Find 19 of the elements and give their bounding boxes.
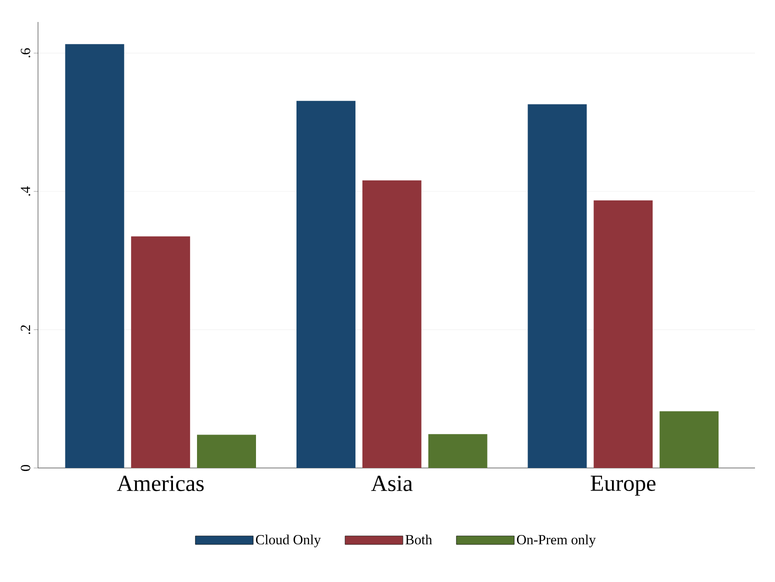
x-tick-label: Europe [590, 476, 656, 496]
y-tick-label: .6 [20, 48, 30, 58]
bar [594, 200, 653, 468]
bar [131, 236, 190, 468]
bar [65, 44, 124, 468]
y-tick-label: .4 [20, 186, 30, 196]
bar [528, 104, 587, 468]
y-tick-label: 0 [20, 465, 30, 471]
legend-label: On-Prem only [517, 534, 596, 548]
x-tick-label: Asia [371, 476, 413, 492]
bar [660, 411, 719, 468]
x-tick-label: Americas [116, 476, 204, 492]
bar [428, 434, 488, 468]
y-tick-label: .2 [20, 325, 30, 334]
legend-label: Cloud Only [256, 534, 321, 548]
legend-label: Both [405, 534, 432, 544]
bar [296, 100, 356, 468]
bar [197, 434, 256, 468]
bar [362, 180, 422, 468]
